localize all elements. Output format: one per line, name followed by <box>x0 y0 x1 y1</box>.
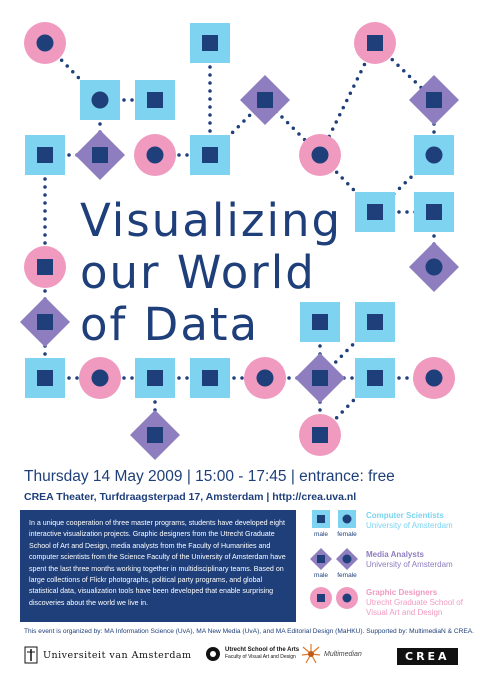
crea-logo: CREA <box>397 648 458 665</box>
uva-crest-icon <box>24 646 38 664</box>
network-node <box>24 246 66 288</box>
network-node <box>414 192 454 232</box>
legend-subtitle: University of Amsterdam <box>366 560 453 569</box>
utrecht-logo-sub: Faculty of Visual Art and Design <box>225 654 296 660</box>
network-node <box>20 297 70 347</box>
legend-icons <box>310 510 358 609</box>
network-node <box>295 353 345 403</box>
uva-logo: Universiteit van Amsterdam <box>24 646 192 664</box>
description-text: In a unique cooperation of three master … <box>29 519 286 607</box>
legend-female-label-1: female <box>337 531 357 538</box>
network-node <box>135 358 175 398</box>
network-node <box>413 357 455 399</box>
poster-title-line-3: of Data <box>80 298 260 351</box>
legend-female-label-2: female <box>337 572 357 579</box>
legend-male-label-2: male <box>313 572 329 579</box>
network-node <box>190 23 230 63</box>
network-node <box>240 75 290 125</box>
multimedian-logo: Multimedian <box>300 642 362 666</box>
utrecht-logo-main: Utrecht School of the Arts <box>225 647 300 653</box>
legend-subtitle: Utrecht Graduate School of Visual Art an… <box>366 598 463 617</box>
network-node <box>75 130 125 180</box>
legend-male-label-1: male <box>313 531 329 538</box>
network-node <box>414 135 454 175</box>
network-node <box>130 410 180 460</box>
network-node <box>24 22 66 64</box>
network-edge <box>43 41 102 102</box>
legend-graphic-designers: Graphic Designers Utrecht Graduate Schoo… <box>366 588 466 618</box>
network-edge <box>373 153 436 214</box>
network-edge <box>373 41 436 102</box>
event-venue: CREA Theater, Turfdraagsterpad 17, Amste… <box>24 491 357 503</box>
network-node <box>134 134 176 176</box>
poster-title-line-1: Visualizing <box>80 194 343 247</box>
utrecht-emblem-icon <box>206 647 220 661</box>
network-node <box>190 135 230 175</box>
network-node <box>190 358 230 398</box>
network-node <box>355 358 395 398</box>
network-node <box>25 358 65 398</box>
uva-logo-text: Universiteit van Amsterdam <box>43 649 192 661</box>
organizers-line: This event is organized by: MA Informati… <box>24 628 475 635</box>
network-node <box>409 75 459 125</box>
network-node <box>354 22 396 64</box>
network-edge <box>318 153 377 214</box>
legend-subtitle: University of Amsterdam <box>366 521 453 530</box>
network-node <box>355 192 395 232</box>
network-node <box>79 357 121 399</box>
network-node <box>25 135 65 175</box>
network-node <box>299 414 341 456</box>
network-node <box>300 302 340 342</box>
network-node <box>135 80 175 120</box>
network-nodes <box>20 22 459 460</box>
network-node <box>409 242 459 292</box>
legend-media-analysts: Media Analysts University of Amsterdam <box>366 550 453 570</box>
network-node <box>244 357 286 399</box>
legend-computer-scientists: Computer Scientists University of Amster… <box>366 511 453 531</box>
description-box: In a unique cooperation of three master … <box>20 510 296 622</box>
legend-title: Media Analysts <box>366 550 424 559</box>
network-node <box>80 80 120 120</box>
utrecht-logo: Utrecht School of the Arts Faculty of Vi… <box>205 646 299 662</box>
poster-title-line-2: our World <box>80 246 316 299</box>
event-date-time: Thursday 14 May 2009 | 15:00 - 17:45 | e… <box>24 468 395 485</box>
legend-title: Graphic Designers <box>366 588 438 597</box>
legend-title: Computer Scientists <box>366 511 444 520</box>
multimedian-flower-icon <box>301 644 321 664</box>
network-edge <box>318 376 377 437</box>
network-node <box>299 134 341 176</box>
multimedian-logo-text: Multimedian <box>324 650 362 658</box>
network-node <box>355 302 395 342</box>
